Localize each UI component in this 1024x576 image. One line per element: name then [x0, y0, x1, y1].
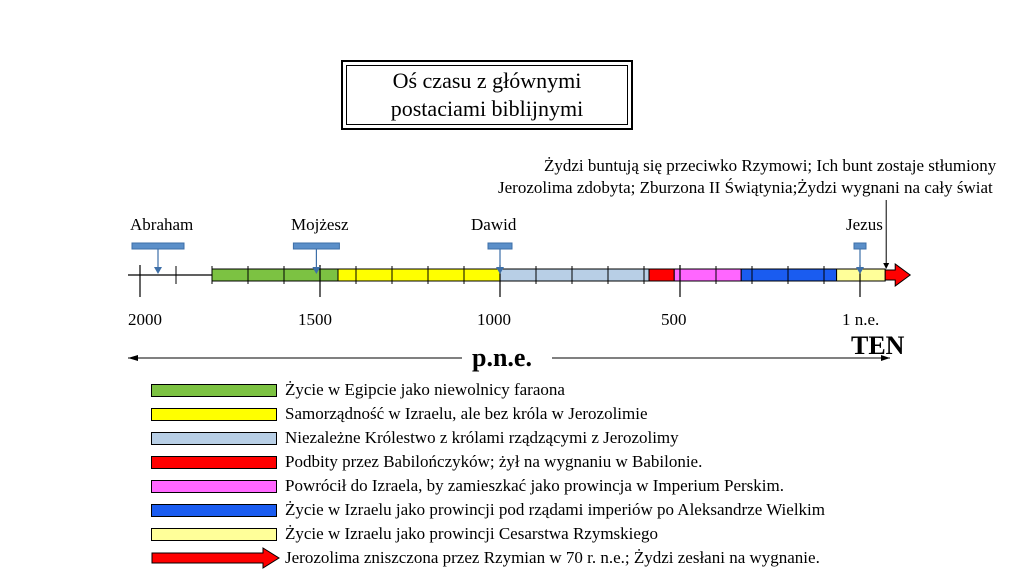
legend-item: Jerozolima zniszczona przez Rzymian w 70…	[151, 547, 820, 569]
legend-swatch	[151, 383, 277, 397]
legend-text: Życie w Egipcie jako niewolnicy faraona	[285, 380, 565, 399]
figure-pointer-head-0	[154, 267, 162, 274]
legend-item: Powrócił do Izraela, by zamieszkać jako …	[151, 476, 784, 496]
title-line-1: Oś czasu z głównymi	[392, 68, 582, 93]
figure-marker-1	[292, 242, 340, 250]
legend-swatch	[151, 479, 277, 493]
period-bar-3	[648, 268, 675, 282]
period-bar-4	[673, 268, 742, 282]
legend-item: Życie w Egipcie jako niewolnicy faraona	[151, 380, 565, 400]
ce-span-arrowhead	[881, 355, 890, 361]
period-bar-0	[211, 268, 339, 282]
axis-label-1500: 1500	[298, 310, 332, 329]
figure-pointer-head-1	[312, 267, 321, 274]
figure-marker-2	[487, 242, 513, 250]
legend-swatch	[151, 431, 277, 445]
period-bar-2	[499, 268, 650, 282]
legend-item: Samorządność w Izraelu, ale bez króla w …	[151, 404, 648, 424]
legend-text: Jerozolima zniszczona przez Rzymian w 70…	[285, 548, 820, 567]
revolt-note-line-2: Jerozolima zdobyta; Zburzona II Świątyni…	[498, 178, 993, 197]
axis-label-2000: 2000	[128, 310, 162, 329]
legend-arrow-icon	[151, 547, 280, 569]
era-label-bce: p.n.e.	[472, 343, 532, 372]
axis-label-500: 500	[661, 310, 687, 329]
legend-text: Podbity przez Babilończyków; żył na wygn…	[285, 452, 703, 471]
legend-item: Życie w Izraelu jako prowincji pod rząda…	[151, 500, 825, 520]
legend-swatch	[151, 407, 277, 421]
legend-swatch	[151, 527, 277, 541]
figure-pointer-head-2	[496, 267, 504, 274]
figure-label-jezus: Jezus	[846, 215, 883, 234]
period-bar-1	[337, 268, 501, 282]
figure-marker-3	[853, 242, 867, 250]
title-box: Oś czasu z głównymi postaciami biblijnym…	[341, 60, 633, 130]
legend-item: Życie w Izraelu jako prowincji Cesarstwa…	[151, 524, 658, 544]
title-line-2: postaciami biblijnymi	[390, 96, 584, 121]
destruction-arrow	[884, 263, 912, 287]
legend-text: Życie w Izraelu jako prowincji pod rząda…	[285, 500, 825, 519]
legend-swatch	[151, 455, 277, 469]
figure-label-dawid: Dawid	[471, 215, 517, 234]
legend-item: Niezależne Królestwo z królami rządzącym…	[151, 428, 679, 448]
period-bar-5	[740, 268, 838, 282]
figure-pointer-head-3	[856, 267, 864, 274]
legend-item: Podbity przez Babilończyków; żył na wygn…	[151, 452, 702, 472]
legend-text: Niezależne Królestwo z królami rządzącym…	[285, 428, 679, 447]
legend-swatch	[151, 503, 277, 517]
figure-marker-0	[131, 242, 185, 250]
axis-label-1000: 1000	[477, 310, 511, 329]
revolt-note-line-1: Żydzi buntują się przeciwko Rzymowi; Ich…	[544, 156, 997, 175]
era-label-ce: TEN	[851, 331, 905, 360]
figure-label-abraham: Abraham	[130, 215, 194, 234]
figure-label-mojzesz: Mojżesz	[291, 215, 349, 234]
legend-text: Samorządność w Izraelu, ale bez króla w …	[285, 404, 648, 423]
axis-label-1ne: 1 n.e.	[842, 310, 880, 329]
legend-text: Życie w Izraelu jako prowincji Cesarstwa…	[285, 524, 658, 543]
legend-text: Powrócił do Izraela, by zamieszkać jako …	[285, 476, 784, 495]
revolt-pointer-head	[883, 263, 890, 269]
bce-span-arrowhead	[128, 355, 138, 361]
